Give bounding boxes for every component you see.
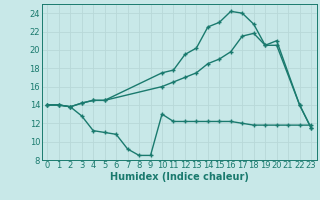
X-axis label: Humidex (Indice chaleur): Humidex (Indice chaleur) [110,172,249,182]
